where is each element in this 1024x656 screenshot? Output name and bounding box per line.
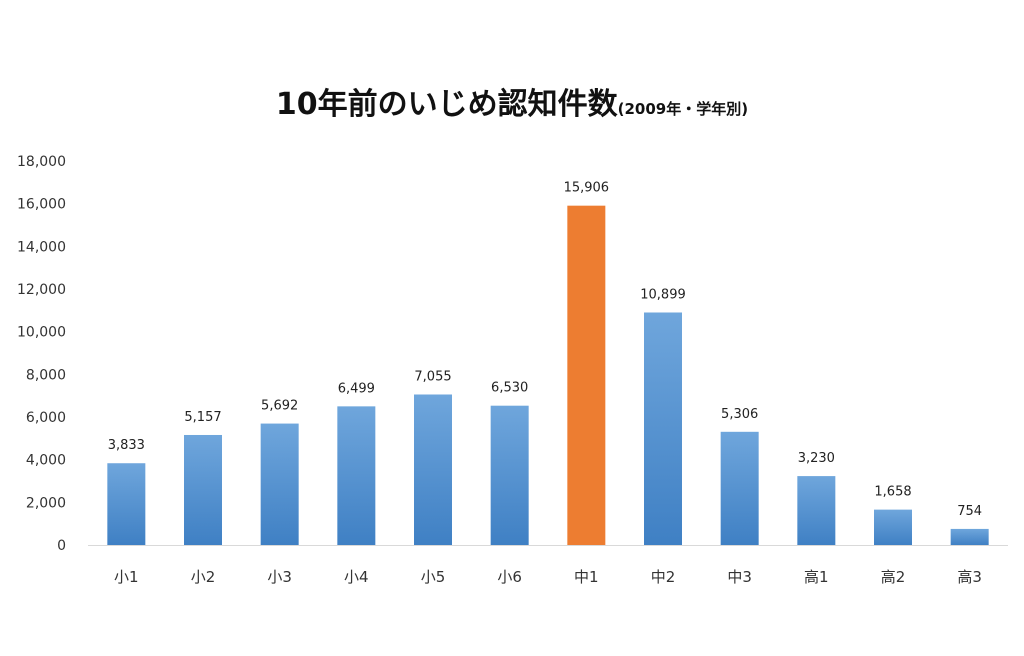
bar-高3: [950, 528, 989, 545]
x-tick-label: 中3: [727, 568, 752, 586]
data-label: 5,692: [261, 399, 298, 414]
x-tick-label: 小6: [497, 568, 522, 586]
bar-中1: [567, 205, 606, 545]
x-tick-label: 高3: [957, 568, 982, 586]
bar-小4: [337, 406, 376, 545]
data-label: 754: [957, 504, 982, 519]
y-tick-label: 0: [57, 538, 66, 554]
x-tick-label: 小2: [191, 568, 216, 586]
data-label: 5,306: [721, 407, 758, 422]
bar-小5: [414, 394, 452, 545]
y-tick-label: 8,000: [26, 367, 66, 383]
bars: [107, 205, 989, 545]
y-tick-label: 16,000: [17, 197, 66, 213]
data-label: 3,833: [108, 438, 145, 453]
x-tick-label: 中2: [651, 568, 676, 586]
y-tick-label: 14,000: [17, 239, 66, 255]
y-axis-ticks: 0 2,000 4,000 6,000 8,000 10,000 12,000 14,000 1…: [17, 154, 66, 554]
bar-小2: [184, 434, 222, 545]
x-tick-label: 中1: [574, 568, 599, 586]
bar-中3: [720, 431, 759, 545]
data-label: 1,658: [874, 485, 911, 500]
y-tick-label: 10,000: [17, 325, 66, 341]
bar-小6: [490, 405, 529, 545]
chart-title: 10年前のいじめ認知件数(2009年・学年別): [276, 87, 748, 122]
data-label: 10,899: [640, 287, 686, 302]
x-tick-label: 小4: [344, 568, 369, 586]
data-label: 3,230: [798, 451, 835, 466]
y-tick-label: 2,000: [26, 495, 66, 511]
chart-title-main: 10年前のいじめ認知件数: [276, 87, 619, 122]
data-label: 6,530: [491, 381, 528, 396]
x-tick-label: 小5: [421, 568, 446, 586]
x-tick-label: 高2: [881, 568, 906, 586]
data-labels: 3,833 5,157 5,692 6,499 7,055 6,530 15,906 10,8…: [108, 181, 982, 519]
data-label: 5,157: [184, 410, 221, 425]
x-tick-label: 小1: [114, 568, 139, 586]
y-tick-label: 12,000: [17, 282, 66, 298]
y-tick-label: 18,000: [17, 154, 66, 170]
bar-中2: [644, 312, 682, 545]
bar-小1: [107, 463, 146, 545]
x-tick-label: 小3: [267, 568, 292, 586]
x-axis-ticks: 小1 小2 小3 小4 小5 小6 中1 中2 中3 高1 高2 高3: [114, 568, 982, 586]
x-tick-label: 高1: [804, 568, 829, 586]
chart-subtitle: (2009年・学年別): [618, 100, 748, 118]
bar-小3: [260, 423, 299, 545]
y-tick-label: 4,000: [26, 453, 66, 469]
bar-高1: [797, 476, 836, 545]
bar-高2: [874, 509, 912, 545]
data-label: 15,906: [564, 181, 610, 196]
data-label: 6,499: [338, 381, 375, 396]
y-tick-label: 6,000: [26, 410, 66, 426]
data-label: 7,055: [414, 369, 451, 384]
